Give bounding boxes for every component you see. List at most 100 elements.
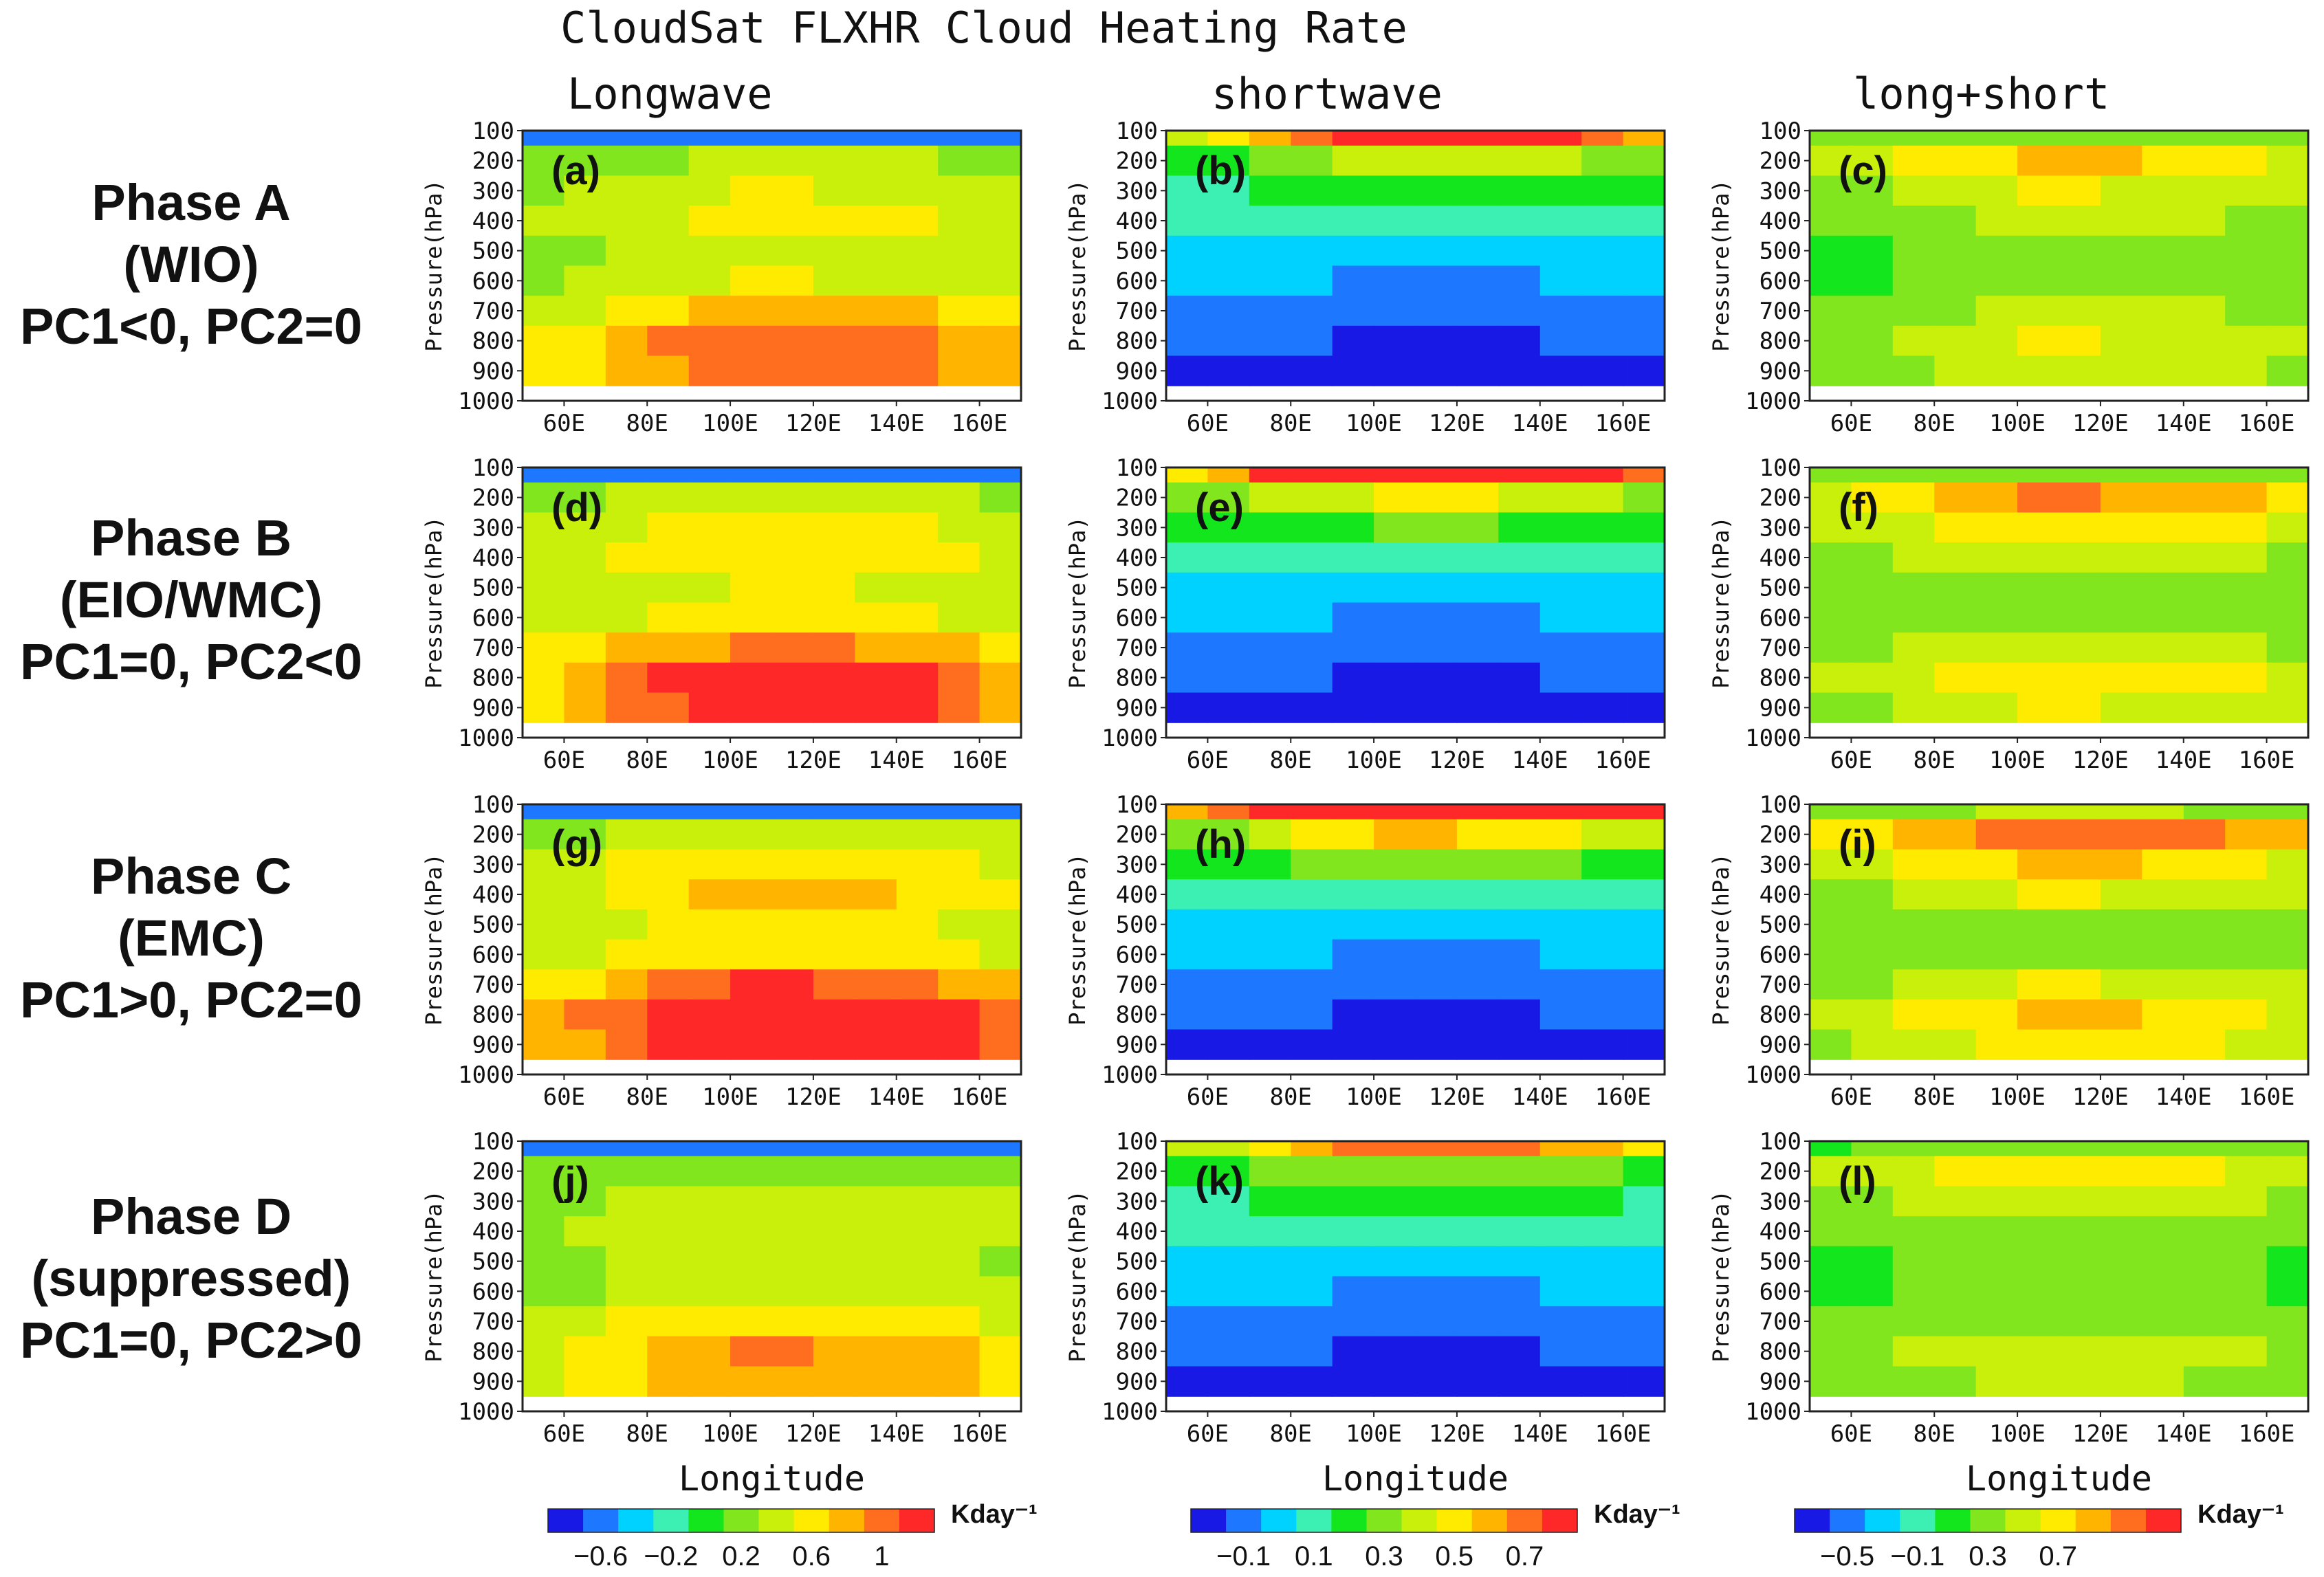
heatmap-cell — [813, 355, 855, 386]
colorbar-unit: Kday⁻¹ — [951, 1500, 1038, 1529]
heatmap-cell — [1851, 879, 1894, 910]
x-tick-label: 120E — [1429, 747, 1485, 774]
heatmap-cell — [2059, 235, 2101, 267]
heatmap-cell — [1498, 1156, 1541, 1187]
heatmap-cell — [1539, 632, 1582, 663]
heatmap-cell — [1975, 1276, 2018, 1307]
heatmap-cell — [730, 1336, 773, 1367]
colorbar-swatch — [1542, 1509, 1578, 1532]
heatmap-cell — [1291, 999, 1333, 1030]
heatmap-cell — [2266, 602, 2309, 633]
heatmap-cell — [2142, 1216, 2184, 1247]
heatmap-cell — [1374, 804, 1416, 820]
heatmap-cell — [813, 572, 855, 604]
heatmap-cell — [688, 482, 731, 514]
heatmap-cell — [1415, 296, 1458, 327]
heatmap-cell — [1581, 206, 1624, 236]
heatmap-cell — [2017, 1366, 2060, 1397]
heatmap-cell — [896, 1276, 939, 1307]
heatmap-cell — [2266, 1246, 2309, 1277]
heatmap-cell — [1498, 1216, 1541, 1247]
x-tick-label: 120E — [2072, 410, 2129, 437]
heatmap-cell — [1581, 1216, 1624, 1247]
column-title-longwave: Longwave — [567, 69, 773, 119]
heatmap-cell — [564, 819, 606, 850]
heatmap-cell — [688, 542, 731, 573]
heatmap-cell — [2059, 1141, 2101, 1157]
x-tick-label: 80E — [1270, 1420, 1312, 1448]
heatmap-cell — [605, 969, 648, 1000]
heatmap-cell — [1581, 662, 1624, 694]
x-tick-label: 120E — [1429, 410, 1485, 437]
x-tick-label: 80E — [1270, 1083, 1312, 1111]
heatmap-cell — [564, 939, 606, 970]
heatmap-cell — [2266, 632, 2309, 663]
heatmap-cell — [771, 1156, 814, 1187]
heatmap-cell — [1623, 1216, 1665, 1247]
heatmap-cell — [1892, 849, 1935, 880]
heatmap-cell — [647, 1336, 690, 1367]
heatmap-cell — [1539, 355, 1582, 386]
heatmap-cell — [1851, 1366, 1894, 1397]
y-tick-label: 800 — [472, 665, 514, 692]
heatmap-cell — [1810, 296, 1852, 327]
x-tick-label: 80E — [1914, 1420, 1955, 1448]
x-tick-label: 80E — [626, 1420, 668, 1448]
heatmap-cell — [1456, 879, 1499, 910]
heatmap-cell — [855, 1276, 897, 1307]
heatmap-cell — [771, 1029, 814, 1060]
heatmap-cell — [2266, 662, 2309, 694]
heatmap-cell — [771, 235, 814, 267]
heatmap-cell — [896, 1156, 939, 1187]
y-tick-label: 1000 — [1101, 1398, 1158, 1426]
heatmap-cell — [1851, 909, 1894, 940]
heatmap-cell — [855, 296, 897, 327]
heatmap-cell — [2266, 175, 2309, 206]
heatmap-cell — [1810, 999, 1852, 1030]
heatmap-cell — [1851, 1186, 1894, 1217]
heatmap-cell — [605, 325, 648, 357]
colorbar-tick-label: 0.1 — [1295, 1541, 1333, 1572]
heatmap-cell — [1291, 969, 1333, 1000]
heatmap-cell — [1332, 296, 1374, 327]
heatmap-cell — [647, 325, 690, 357]
heatmap-cell — [1332, 175, 1374, 206]
heatmap-cell — [2100, 467, 2142, 483]
heatmap-cell — [1539, 296, 1582, 327]
y-tick-label: 100 — [1116, 118, 1158, 145]
panel-label: (i) — [1839, 822, 1876, 867]
heatmap-cell — [2266, 325, 2309, 357]
x-tick-label: 60E — [543, 747, 585, 774]
heatmap-cell — [1166, 206, 1208, 236]
heatmap-cell — [1934, 206, 1977, 236]
heatmap-cell — [647, 1246, 690, 1277]
y-tick-label: 200 — [472, 485, 514, 512]
heatmap-cell — [564, 355, 606, 386]
y-tick-label: 1000 — [1745, 1061, 1801, 1089]
heatmap-cell — [730, 131, 773, 146]
heatmap-cell — [1291, 131, 1333, 146]
heatmap-cell — [1456, 804, 1499, 820]
heatmap-cell — [2225, 131, 2268, 146]
heatmap-cell — [2017, 482, 2060, 514]
heatmap-cell — [523, 145, 564, 177]
y-tick-label: 500 — [1116, 912, 1158, 939]
heatmap-cell — [1166, 325, 1208, 357]
heatmap-cell — [1934, 512, 1977, 543]
heatmap-cell — [1291, 467, 1333, 483]
heatmap-cell — [1498, 1366, 1541, 1397]
heatmap-cell — [1374, 909, 1416, 940]
colorbar-frame — [1190, 1508, 1578, 1533]
heatmap-cell — [2100, 1156, 2142, 1187]
heatmap-cell — [730, 482, 773, 514]
heatmap-cell — [1415, 879, 1458, 910]
heatmap-cell — [1934, 1366, 1977, 1397]
heatmap-cell — [647, 804, 690, 820]
heatmap-cell — [1498, 482, 1541, 514]
heatmap-cell — [564, 1366, 606, 1397]
x-tick-label: 140E — [868, 1420, 925, 1448]
